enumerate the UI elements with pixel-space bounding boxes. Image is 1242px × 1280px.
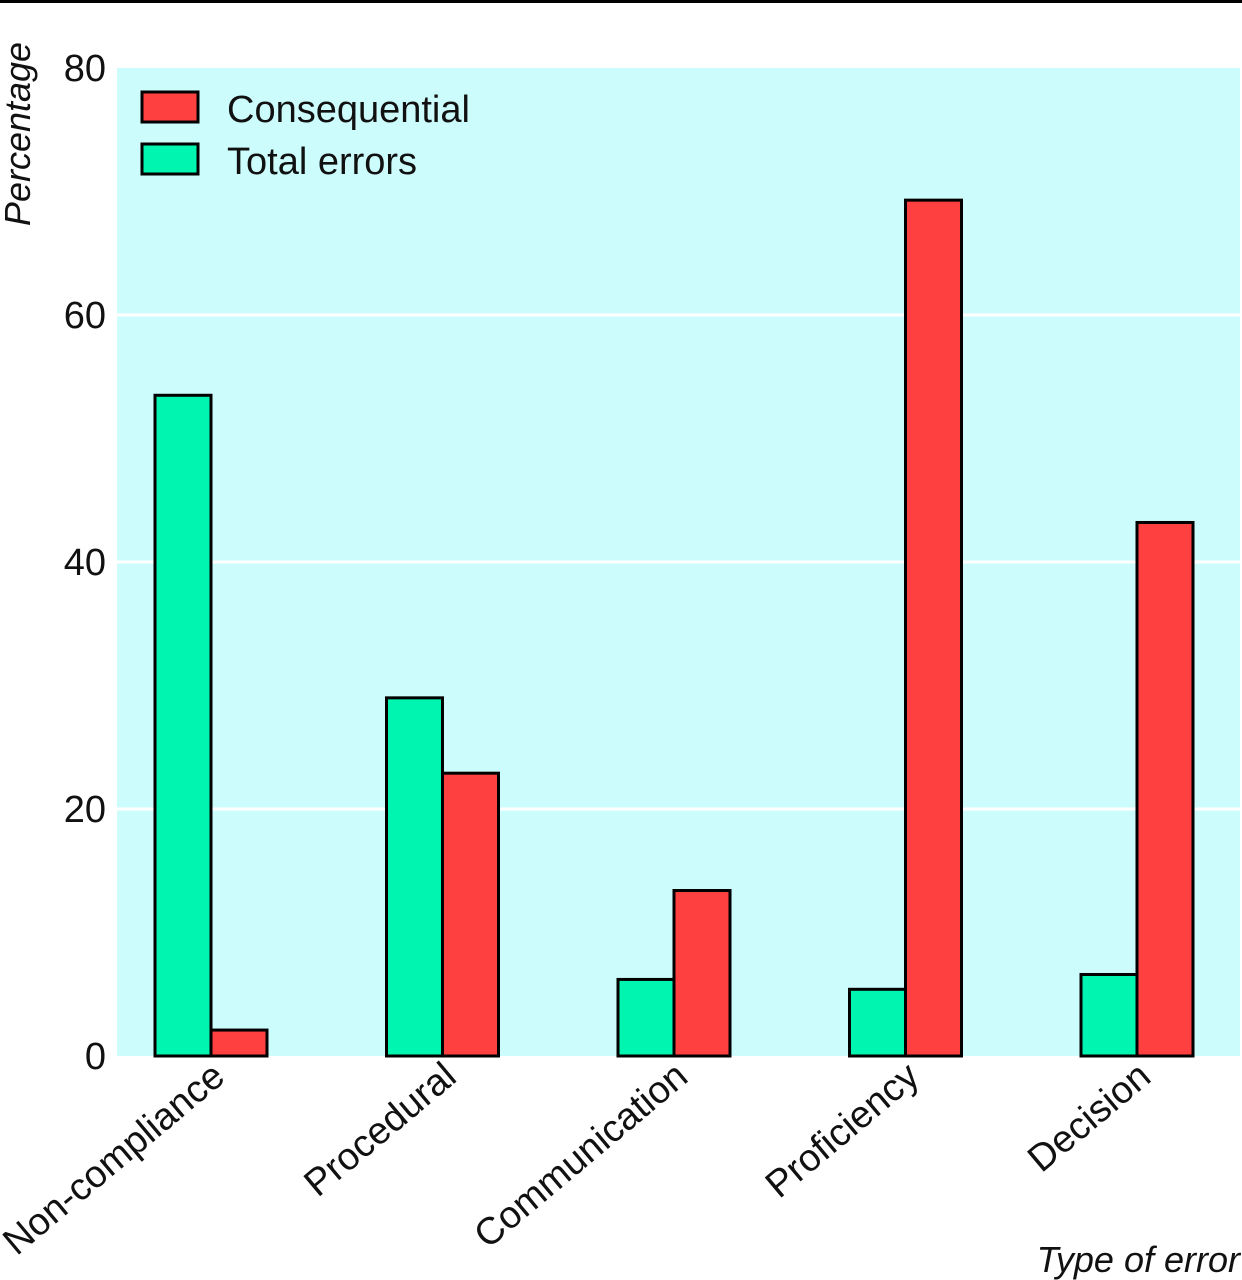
legend-swatch — [140, 90, 200, 124]
y-axis-label: Percentage — [0, 42, 38, 226]
y-tick-label: 80 — [64, 48, 106, 90]
x-axis-label: Type of error — [1037, 1239, 1242, 1280]
legend-swatch — [140, 142, 200, 176]
x-tick-label: Proficiency — [758, 1055, 927, 1207]
y-tick-label: 0 — [85, 1036, 106, 1078]
x-tick-label: Non-compliance — [0, 1055, 233, 1264]
x-axis-category-labels: Non-compliance Procedural Communication Pro… — [0, 1055, 1159, 1264]
bar-total-errors — [616, 977, 676, 1058]
y-tick-label: 20 — [64, 789, 106, 831]
x-tick-label: Procedural — [297, 1055, 465, 1205]
gridlines — [117, 313, 1240, 811]
bar-consequential — [441, 771, 500, 1058]
legend-label: Consequential — [227, 89, 470, 131]
x-tick-label: Decision — [1020, 1055, 1159, 1181]
y-axis-ticks: 0 20 40 60 80 — [64, 48, 106, 1078]
y-tick-label: 60 — [64, 295, 106, 337]
bar-consequential — [672, 889, 732, 1058]
y-tick-label: 40 — [64, 542, 106, 584]
legend-label: Total errors — [227, 141, 417, 183]
bar-consequential — [904, 198, 963, 1058]
legend: Consequential Total errors — [140, 89, 470, 183]
bar-consequential — [1135, 520, 1195, 1058]
bars — [153, 198, 1195, 1058]
x-tick-label: Communication — [467, 1055, 696, 1257]
bar-total-errors — [153, 393, 213, 1058]
bar-total-errors — [1079, 972, 1139, 1058]
bar-total-errors — [848, 987, 907, 1058]
bar-total-errors — [385, 696, 444, 1058]
bar-consequential — [209, 1028, 269, 1058]
